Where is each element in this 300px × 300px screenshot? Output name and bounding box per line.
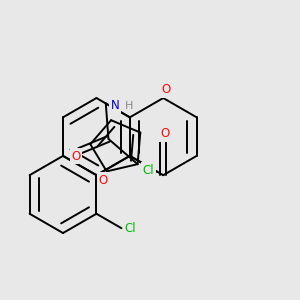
Text: O: O	[161, 127, 170, 140]
Text: Cl: Cl	[125, 222, 136, 235]
Text: O: O	[98, 174, 108, 187]
Text: O: O	[161, 83, 170, 97]
Text: N: N	[111, 99, 120, 112]
Text: H: H	[124, 100, 133, 111]
Text: Cl: Cl	[142, 164, 154, 177]
Text: O: O	[71, 150, 81, 163]
